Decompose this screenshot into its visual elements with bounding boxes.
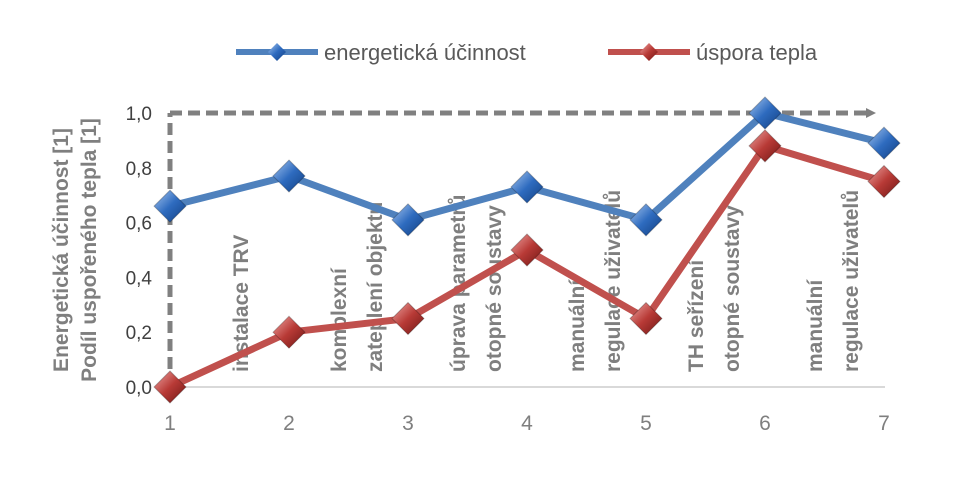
- y-tick-label: 0,8: [126, 159, 152, 180]
- data-point: [153, 370, 187, 404]
- annotation-label: otopné soustavy: [721, 205, 744, 372]
- x-tick-label: 1: [164, 412, 176, 435]
- data-point: [867, 126, 901, 160]
- annotation-label: úprava parametrů: [447, 195, 470, 372]
- data-point: [748, 129, 782, 163]
- x-tick-label: 5: [640, 412, 652, 435]
- annotation-label: otopné soustavy: [483, 205, 506, 372]
- annotation-label: TH seřízení: [685, 259, 708, 372]
- y-axis-title-2: Podíl uspořeného tepla [1]: [78, 118, 101, 382]
- annotation-label: instalace TRV: [230, 235, 253, 372]
- data-point: [867, 164, 901, 199]
- y-tick-label: 0,4: [126, 268, 153, 289]
- data-point: [510, 170, 544, 204]
- legend-marker-uspora: [640, 43, 658, 61]
- x-tick-label: 2: [283, 412, 295, 435]
- x-tick-label: 3: [402, 412, 414, 435]
- legend-label-energeticka: energetická účinnost: [324, 40, 526, 65]
- annotation-label: manuální: [804, 279, 827, 372]
- y-axis-title-1: Energetická účinnost [1]: [50, 128, 73, 372]
- y-tick-label: 0,2: [126, 323, 152, 344]
- data-point: [748, 96, 782, 130]
- data-point: [510, 233, 544, 267]
- y-tick-label: 0,6: [126, 214, 152, 235]
- data-point: [391, 203, 425, 237]
- x-tick-label: 6: [759, 412, 771, 435]
- legend-marker-energeticka: [268, 43, 286, 61]
- y-tick-label: 1,0: [126, 104, 152, 125]
- data-point: [629, 203, 663, 237]
- data-point: [272, 159, 306, 193]
- annotation-label: regulace uživatelů: [840, 190, 863, 372]
- annotation-label: zateplení objektu: [364, 202, 387, 372]
- annotation-label: manuální: [566, 279, 589, 372]
- annotation-label: regulace uživatelů: [602, 190, 625, 372]
- data-point: [391, 301, 425, 336]
- annotation-label: komplexní: [328, 267, 351, 372]
- x-tick-label: 4: [521, 412, 533, 435]
- series-line: [169, 109, 885, 224]
- data-point: [629, 301, 663, 336]
- legend-label-uspora: úspora tepla: [696, 40, 818, 65]
- data-point: [153, 189, 187, 223]
- data-point: [272, 315, 306, 349]
- y-tick-label: 0,0: [126, 378, 152, 399]
- legend: energetická účinnost úspora tepla: [236, 40, 818, 65]
- x-tick-label: 7: [878, 412, 890, 435]
